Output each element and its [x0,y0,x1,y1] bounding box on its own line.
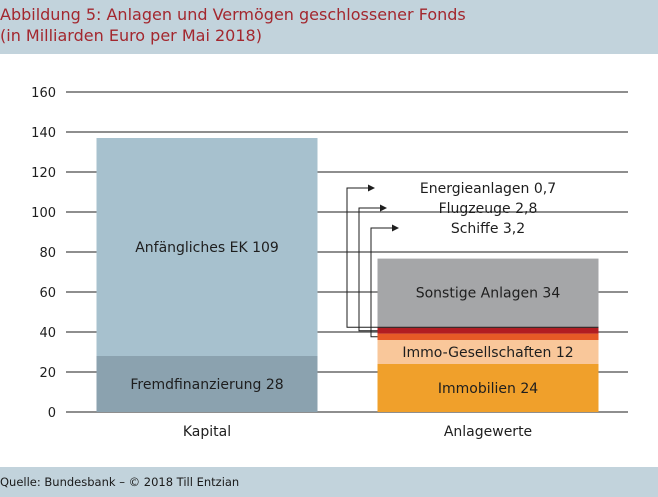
y-tick-label-120: 120 [31,166,56,181]
source-note: Quelle: Bundesbank – © 2018 Till Entzian [0,475,240,489]
callout-line-energieanlagen-0-7 [346,187,378,328]
bar-segment-energieanlagen-0-7 [377,326,599,328]
x-category-label-anlagewerte: Anlagewerte [444,424,532,440]
callout-label-energieanlagen-0-7: Energieanlagen 0,7 [420,181,556,197]
segment-label-fremdfinanzierung-28: Fremdfinanzierung 28 [130,377,283,393]
chart-title-line-2: (in Milliarden Euro per Mai 2018) [0,26,262,45]
bar-segment-sonstige-anlagen-34 [377,258,599,327]
bar-segment-anfängliches-ek-109 [96,138,318,356]
y-tick-label-80: 80 [39,246,56,261]
callout-label-flugzeuge-2-8: Flugzeuge 2,8 [439,201,538,217]
bar-segment-fremdfinanzierung-28 [96,356,318,412]
segment-label-sonstige-anlagen-34: Sonstige Anlagen 34 [416,286,561,302]
callout-line-flugzeuge-2-8 [358,207,381,332]
chart-title-line-1: Abbildung 5: Anlagen und Vermögen geschl… [0,5,466,24]
segment-label-immo-gesellschaften-12: Immo-Gesellschaften 12 [402,345,573,361]
callout-arrow-energieanlagen-0-7 [368,184,375,192]
y-tick-label-20: 20 [39,366,56,381]
y-tick-label-0: 0 [48,406,56,421]
callout-line-schiffe-3-2 [370,227,393,338]
bar-segment-schiffe-3-2 [377,333,599,340]
segment-label-immobilien-24: Immobilien 24 [438,381,538,397]
y-tick-label-40: 40 [39,326,56,341]
y-tick-label-60: 60 [39,286,56,301]
bar-segment-flugzeuge-2-8 [377,328,599,334]
x-category-label-kapital: Kapital [183,424,231,440]
segment-label-anfängliches-ek-109: Anfängliches EK 109 [135,240,279,256]
bar-segment-immo-gesellschaften-12 [377,340,599,364]
y-tick-label-100: 100 [31,206,56,221]
chart-panel: 0 20 40 60 80 100 120 140 160 Fremdfinanzierung … [0,54,658,467]
chart-title: Abbildung 5: Anlagen und Vermögen geschl… [0,4,466,46]
callout-arrow-schiffe-3-2 [392,224,399,232]
callout-arrow-flugzeuge-2-8 [380,204,387,212]
callout-label-schiffe-3-2: Schiffe 3,2 [451,221,525,237]
y-tick-label-140: 140 [31,126,56,141]
stacked-bar-chart: 0 20 40 60 80 100 120 140 160 Fremdfinanzierung … [31,86,628,440]
y-tick-label-160: 160 [31,86,56,101]
bar-segment-immobilien-24 [377,364,599,412]
